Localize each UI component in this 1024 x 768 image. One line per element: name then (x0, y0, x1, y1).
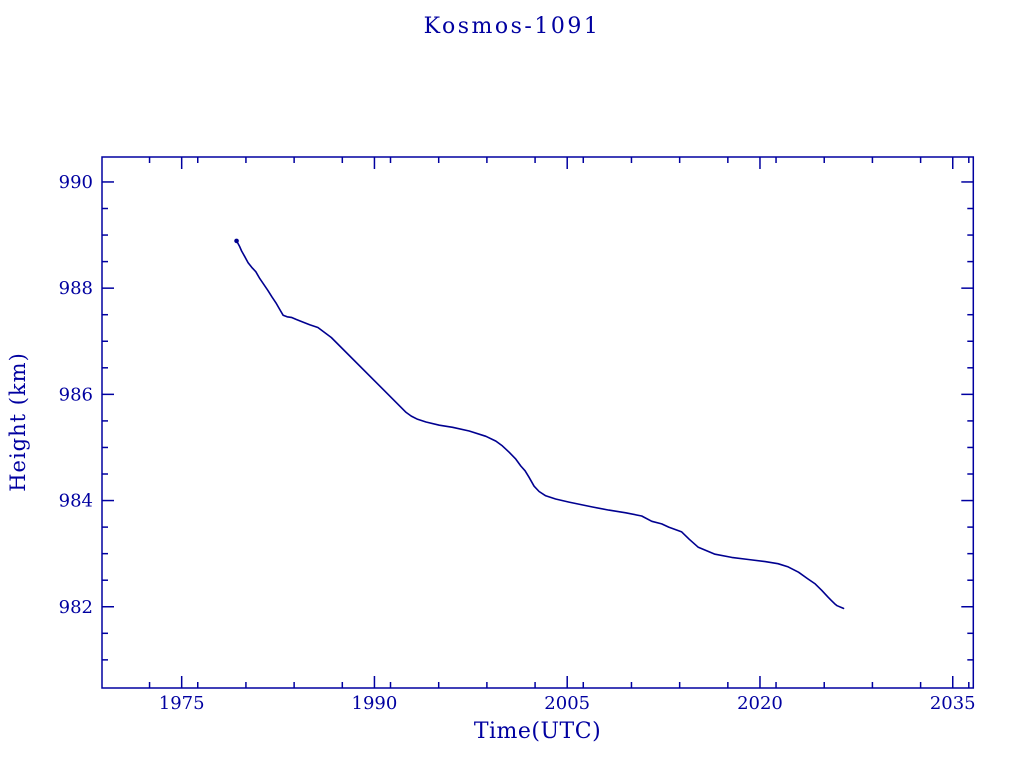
y-tick-label: 982 (59, 597, 93, 618)
x-axis-label: Time(UTC) (473, 719, 602, 744)
chart-title: Kosmos-1091 (423, 14, 601, 39)
plot-frame (101, 156, 975, 689)
x-tick-label: 2020 (737, 693, 783, 714)
launch-point-dot (234, 238, 239, 244)
y-tick-label: 990 (59, 172, 93, 193)
x-tick-label: 2035 (930, 693, 976, 714)
x-tick-label: 1990 (352, 693, 398, 714)
y-tick-label: 988 (59, 278, 93, 299)
y-tick-label: 986 (59, 384, 93, 405)
x-tick-label: 2005 (544, 693, 590, 714)
y-tick-label: 984 (59, 491, 93, 512)
orbit-height-line (235, 240, 845, 610)
x-tick-label: 1975 (159, 693, 205, 714)
